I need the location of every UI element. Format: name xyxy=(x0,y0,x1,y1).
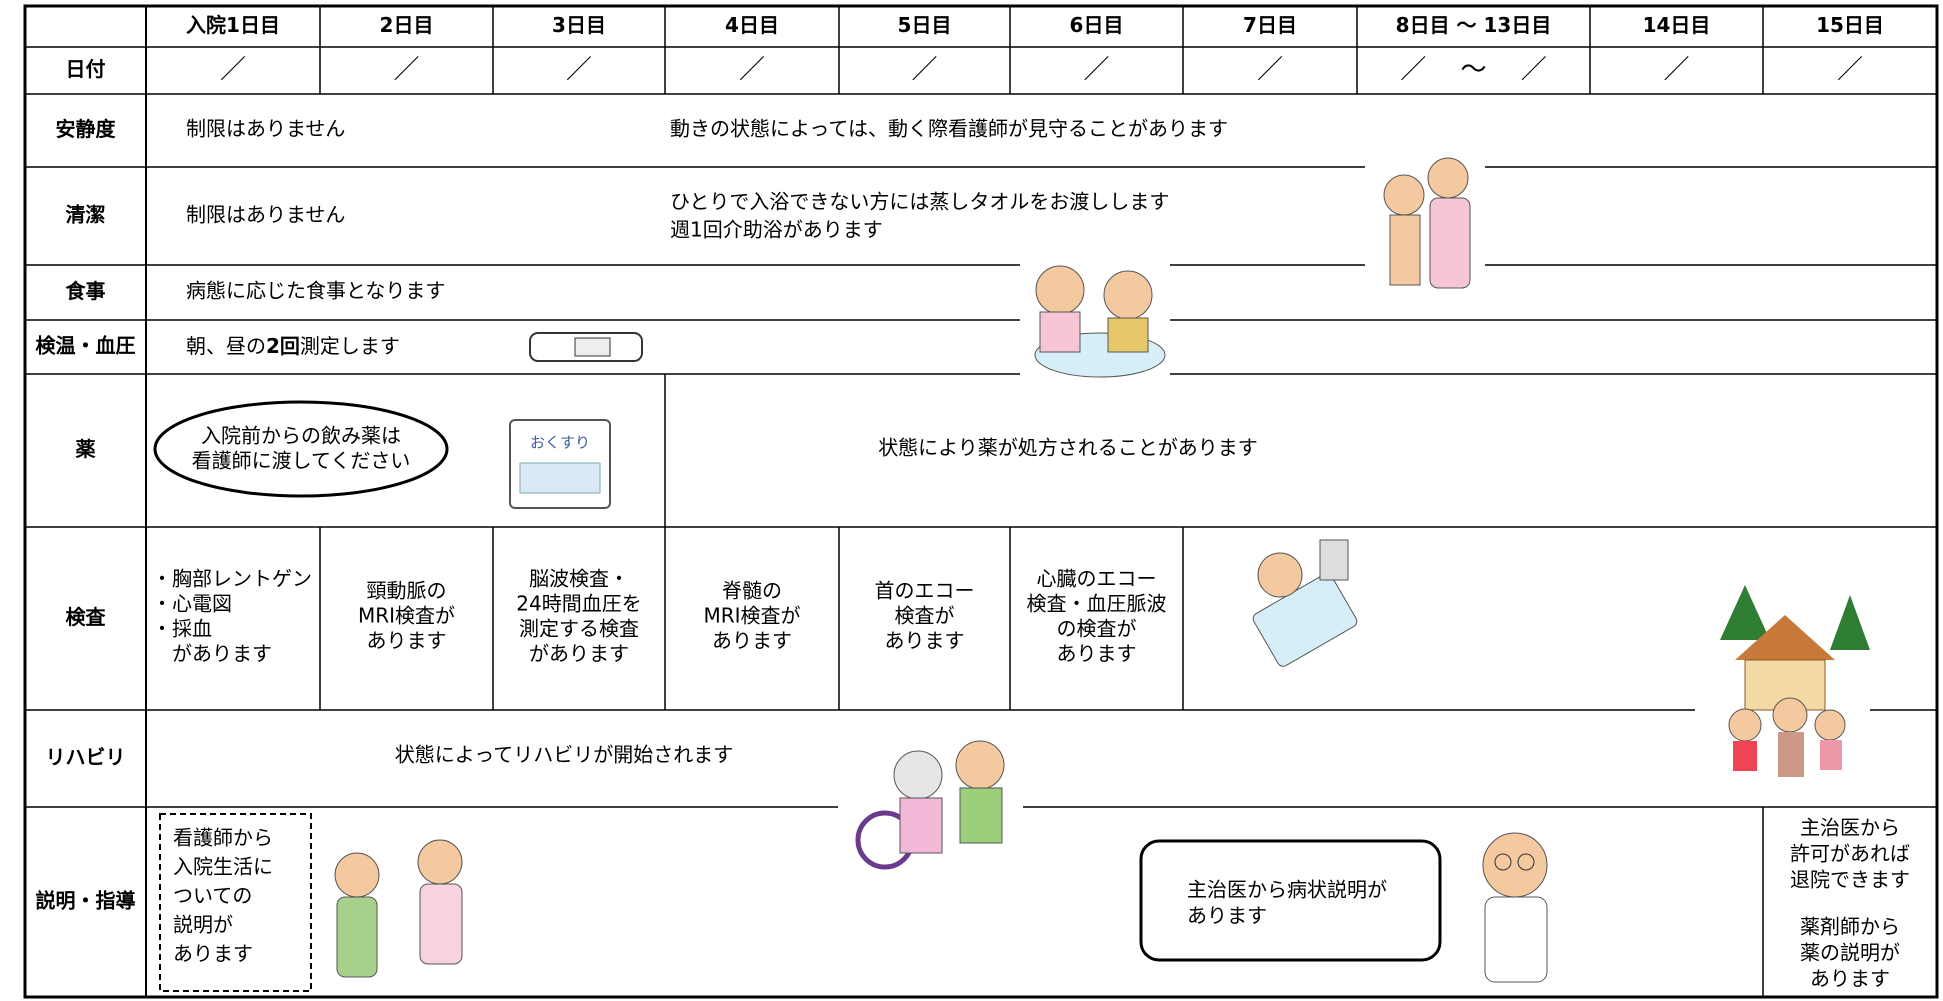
medicine-text: 状態により薬が処方されることがあります xyxy=(878,436,1258,460)
date-cell: ／ xyxy=(1257,55,1283,85)
test-cell: 検査・血圧脈波 xyxy=(1027,592,1167,616)
date-cell: ／ xyxy=(911,55,937,85)
guidance-text: 退院できます xyxy=(1790,868,1910,892)
guidance-text: ついての xyxy=(173,884,252,908)
guidance-text: 許可があれば xyxy=(1790,842,1910,866)
guidance-text: あります xyxy=(1187,904,1267,928)
test-cell: 脊髄の xyxy=(722,579,782,603)
hygiene-text: 制限はありません xyxy=(186,203,345,227)
column-header: 6日目 xyxy=(1070,13,1124,37)
nurse-note-box xyxy=(159,813,312,992)
test-cell: があります xyxy=(152,642,272,666)
guidance-text: あります xyxy=(1810,967,1890,991)
test-cell: の検査が xyxy=(1057,617,1137,641)
thermometer-illustration xyxy=(529,332,643,362)
family-house-illustration xyxy=(1695,585,1870,785)
test-cell: 首のエコー xyxy=(875,579,975,603)
medicine-bubble-text: 看護師に渡してください xyxy=(192,449,411,473)
guidance-text: 薬の説明が xyxy=(1800,941,1900,965)
row-label: 説明・指導 xyxy=(36,889,136,913)
column-header: 15日目 xyxy=(1816,13,1884,37)
date-cell: ／ xyxy=(393,55,419,85)
test-cell: ・採血 xyxy=(152,617,212,641)
column-header: 4日目 xyxy=(725,13,779,37)
test-cell: あります xyxy=(367,629,447,653)
guidance-text: 看護師から xyxy=(173,826,273,850)
test-cell: があります xyxy=(529,642,629,666)
nurse-bath-illustration xyxy=(1365,150,1485,310)
test-cell: 脳波検査・ xyxy=(529,567,629,591)
guidance-text: 主治医から病状説明が xyxy=(1187,878,1387,902)
meal-text: 病態に応じた食事となります xyxy=(186,279,445,303)
test-cell: MRI検査が xyxy=(358,604,455,628)
table-border xyxy=(23,4,1939,999)
column-header: 8日目 ～ 13日目 xyxy=(1396,13,1552,37)
date-cell: ／ xyxy=(566,55,592,85)
date-cell: ／ xyxy=(1663,55,1689,85)
test-cell: MRI検査が xyxy=(703,604,800,628)
row-label: 検温・血圧 xyxy=(36,334,136,358)
test-cell: あります xyxy=(885,629,965,653)
guidance-text: 薬剤師から xyxy=(1800,915,1900,939)
rest-text: 動きの状態によっては、動く際看護師が見守ることがあります xyxy=(670,117,1228,141)
date-cell: ／ xyxy=(739,55,765,85)
vitals-text-part: 2回 xyxy=(266,334,300,358)
doctor-illustration xyxy=(1482,832,1548,983)
date-cell: ／ xyxy=(1083,55,1109,85)
test-cell: あります xyxy=(712,629,792,653)
test-cell: ・胸部レントゲン xyxy=(152,567,312,591)
row-label: 安静度 xyxy=(56,117,117,141)
nurse-patient-illustration xyxy=(334,839,463,978)
hygiene-text: 週1回介助浴があります xyxy=(670,218,883,242)
row-label: 薬 xyxy=(76,437,96,461)
doctor-note-box xyxy=(1139,839,1442,962)
row-label: 食事 xyxy=(66,279,106,303)
test-cell: 頸動脈の xyxy=(367,579,447,603)
guidance-text: あります xyxy=(173,942,253,966)
guidance-text: 入院生活に xyxy=(173,855,273,879)
vitals-text-part: 測定します xyxy=(300,334,400,358)
vitals-text: 朝、昼の2回測定します xyxy=(186,334,400,358)
medicine-bubble-text: 入院前からの飲み薬は xyxy=(201,424,401,448)
test-cell: 検査が xyxy=(895,604,955,628)
test-cell: 心臓のエコー xyxy=(1037,567,1157,591)
column-header: 入院1日目 xyxy=(186,13,280,37)
column-header: 5日目 xyxy=(898,13,952,37)
date-cell: ／ ～ ／ xyxy=(1400,55,1547,85)
row-label: 検査 xyxy=(66,605,106,629)
table-content: 入院1日目 ／ 2日目 ／ 3日目 ／ 4日目 ／ 5日目 ／ 6日目 ／ 7日目 ／ 8日目 ～ 13日目… xyxy=(36,13,1910,992)
rest-text: 制限はありません xyxy=(186,117,345,141)
medicine-bag-illustration: おくすり xyxy=(509,419,611,509)
date-cell: ／ xyxy=(220,55,246,85)
rehab-text: 状態によってリハビリが開始されます xyxy=(395,743,733,767)
date-cell: ／ xyxy=(1837,55,1863,85)
examination-illustration xyxy=(1248,539,1358,690)
column-header: 14日目 xyxy=(1643,13,1711,37)
column-header: 7日目 xyxy=(1243,13,1297,37)
row-label: 日付 xyxy=(66,57,106,81)
guidance-text: 主治医から xyxy=(1800,816,1900,840)
medicine-bag-label: おくすり xyxy=(530,434,590,452)
test-cell: 24時間血圧を xyxy=(516,592,641,616)
column-header: 3日目 xyxy=(552,13,606,37)
test-cell: ・心電図 xyxy=(152,592,232,616)
medicine-bubble xyxy=(153,400,449,498)
row-label: 清潔 xyxy=(66,203,106,227)
vitals-text-part: 朝、昼の xyxy=(186,334,266,358)
test-cell: 測定する検査 xyxy=(519,617,639,641)
meal-illustration xyxy=(1020,255,1170,380)
row-label: リハビリ xyxy=(46,745,126,769)
column-header: 2日目 xyxy=(380,13,434,37)
test-cell: あります xyxy=(1057,642,1137,666)
hygiene-text: ひとりで入浴できない方には蒸しタオルをお渡しします xyxy=(670,190,1169,214)
guidance-text: 説明が xyxy=(173,913,233,937)
rehabilitation-illustration xyxy=(838,740,1023,875)
